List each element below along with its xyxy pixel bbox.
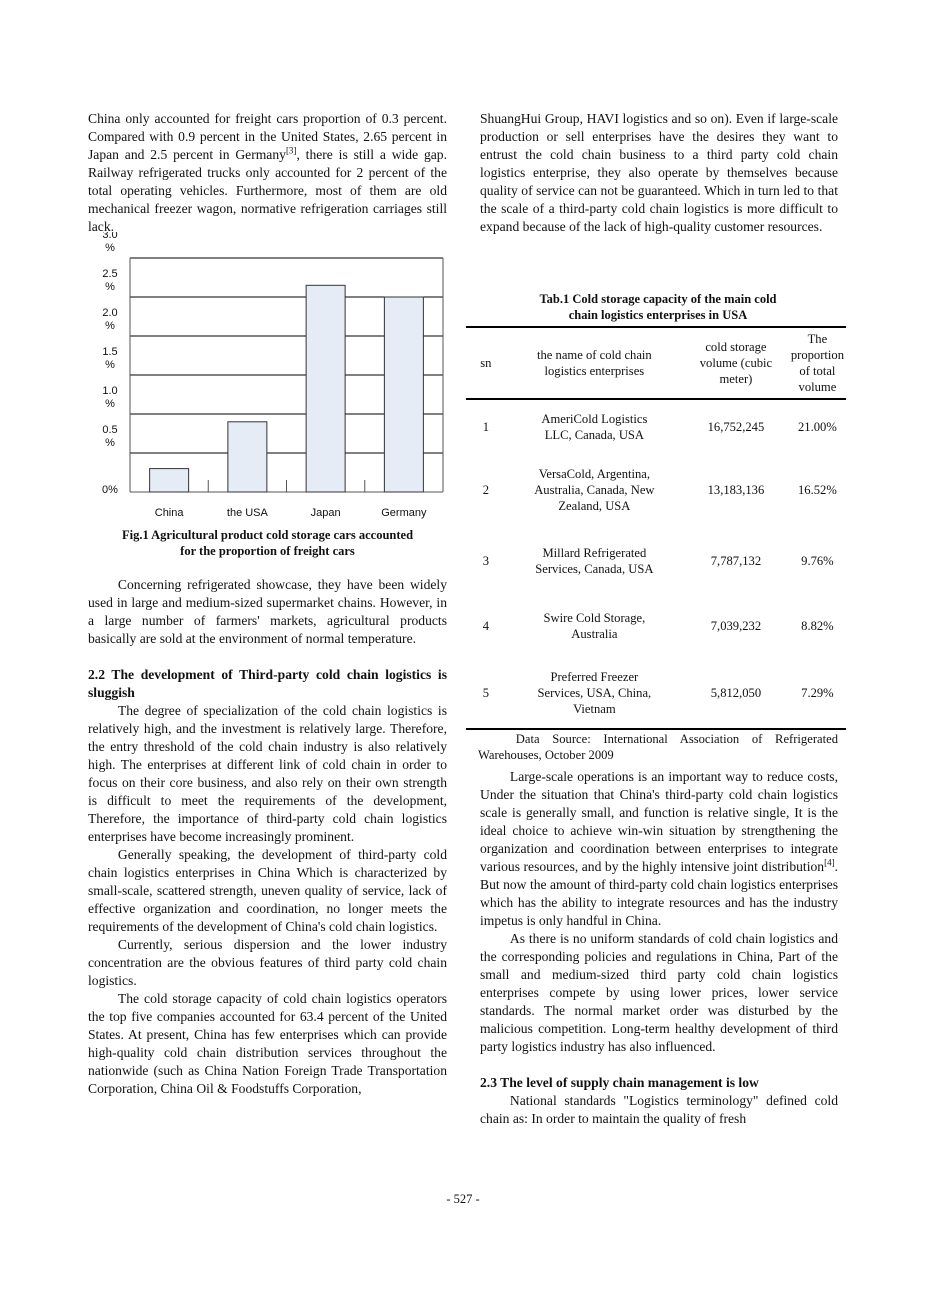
table-cell: Millard Refrigerated Services, Canada, U… [535,546,654,576]
y-tick-label: 0% [102,484,118,496]
y-tick-label: % [105,242,115,254]
right-column-lower: Large-scale operations is an important w… [480,768,838,1128]
table-cell: 9.76% [801,554,834,568]
y-tick-label: 1.0 [102,385,117,397]
y-tick-label: % [105,398,115,410]
table-cell: 7,039,232 [710,619,762,633]
table-cell: 16.52% [798,483,837,497]
paragraph: As there is no uniform standards of cold… [480,931,838,1054]
bar-the-usa [227,421,268,493]
table-cell: 7,787,132 [710,554,762,568]
y-tick-label: % [105,281,115,293]
y-tick-label: % [105,437,115,449]
table-cell: 21.00% [798,419,837,434]
table-row: 2 VersaCold, Argentina, Australia, Canada… [466,453,846,527]
y-tick-label: 1.5 [102,346,117,358]
x-tick-label: Japan [311,507,341,519]
x-tick-label: the USA [227,507,269,519]
table-cell: Swire Cold Storage, Australia [543,611,646,641]
table-cell: Preferred Freezer Services, USA, China, … [537,669,652,716]
paragraph: ShuangHui Group, HAVI logistics and so o… [480,111,838,234]
data-table: sn the name of cold chain logistics ente… [466,326,846,763]
right-column: ShuangHui Group, HAVI logistics and so o… [480,110,838,236]
figure-caption: Fig.1 Agricultural product cold storage … [121,528,414,558]
paragraph: Large-scale operations is an important w… [480,769,838,928]
left-column: China only accounted for freight cars pr… [88,110,447,236]
table-cell: 2 [482,483,489,497]
header-volume: cold storage volume (cubic meter) [699,340,773,386]
header-sn: sn [480,356,492,370]
paragraph: The cold storage capacity of cold chain … [88,991,447,1096]
paragraph: Generally speaking, the development of t… [88,847,447,934]
x-tick-label: Germany [381,507,427,519]
table-cell: 7.29% [801,685,834,700]
bar-germany [383,296,424,493]
table-cell: 4 [482,619,489,633]
x-tick-label: China [155,507,185,519]
paragraph: Concerning refrigerated showcase, they h… [88,577,447,646]
y-tick-label: 0.5 [102,424,117,436]
table-row: 5 Preferred Freezer Services, USA, China,… [466,657,846,729]
table-cell: 1 [482,419,489,434]
table-cell: 16,752,245 [707,419,765,434]
table-source: Data Source: International Association o… [478,732,838,762]
table-cell: 5 [482,685,489,700]
table-cell: AmeriCold Logistics LLC, Canada, USA [541,411,648,442]
y-tick-label: 3.0 [102,232,117,241]
table-cell: 8.82% [801,619,834,633]
table-cell: 3 [482,554,489,568]
y-tick-label: % [105,359,115,371]
table-cell: VersaCold, Argentina, Australia, Canada,… [534,467,655,513]
paragraph: China only accounted for freight cars pr… [88,111,448,234]
table-cell: 5,812,050 [710,685,762,700]
table-row: 1 AmeriCold Logistics LLC, Canada, USA 16,… [466,399,846,453]
table-caption: Tab.1 Cold storage capacity of the main … [539,292,777,322]
header-name: the name of cold chain logistics enterpr… [537,348,652,378]
bar-chart: 0%0.5%1.0%1.5%2.0%2.5%3.0%China the USA Ja… [102,232,444,519]
paragraph: Currently, serious dispersion and the lo… [88,937,447,988]
y-tick-label: 2.0 [102,307,117,319]
section-heading: 2.2 The development of Third-party cold … [88,667,447,700]
page-number: - 527 - [446,1192,480,1206]
y-tick-label: 2.5 [102,268,117,280]
table-cell: 13,183,136 [707,483,765,497]
left-column-lower: Concerning refrigerated showcase, they h… [88,576,447,1098]
table-row: 3 Millard Refrigerated Services, Canada, … [466,527,846,595]
paragraph: The degree of specialization of the cold… [88,703,447,844]
bar-china [149,468,190,493]
header-proportion: The proportion of total volume [790,332,844,394]
paragraph: National standards "Logistics terminolog… [480,1093,838,1126]
table-row: 4 Swire Cold Storage, Australia 7,039,232 8… [466,595,846,657]
y-tick-label: % [105,320,115,332]
bar-japan [305,284,346,493]
section-heading: 2.3 The level of supply chain management… [480,1075,759,1090]
